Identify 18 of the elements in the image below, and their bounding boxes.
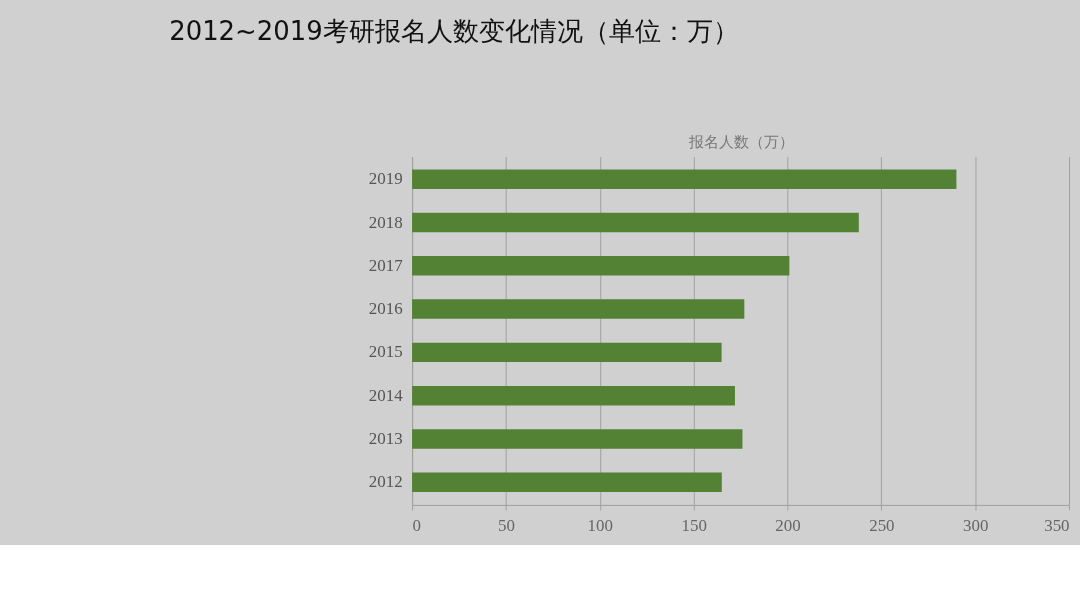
x-tick-label: 150 — [681, 516, 707, 536]
y-tick-label: 2016 — [368, 299, 403, 319]
y-tick-label: 2018 — [368, 212, 403, 232]
x-axis-title: 报名人数（万） — [687, 133, 794, 152]
x-tick-label: 300 — [963, 516, 989, 536]
y-tick-label: 2015 — [368, 342, 403, 362]
chart-title: 2012~2019考研报名人数变化情况（单位：万） — [169, 16, 739, 47]
y-tick-label: 2014 — [368, 385, 404, 405]
x-tick-label: 350 — [1044, 516, 1070, 536]
x-tick-label: 200 — [775, 516, 801, 536]
x-tick-label: 250 — [869, 516, 895, 536]
y-tick-label: 2012 — [368, 472, 403, 492]
x-tick-label: 0 — [412, 516, 422, 536]
y-tick-label: 2013 — [368, 428, 403, 448]
y-tick-label: 2017 — [368, 255, 403, 275]
y-tick-label: 2019 — [368, 169, 403, 189]
x-tick-label: 100 — [587, 516, 613, 536]
x-tick-label: 50 — [497, 516, 515, 536]
